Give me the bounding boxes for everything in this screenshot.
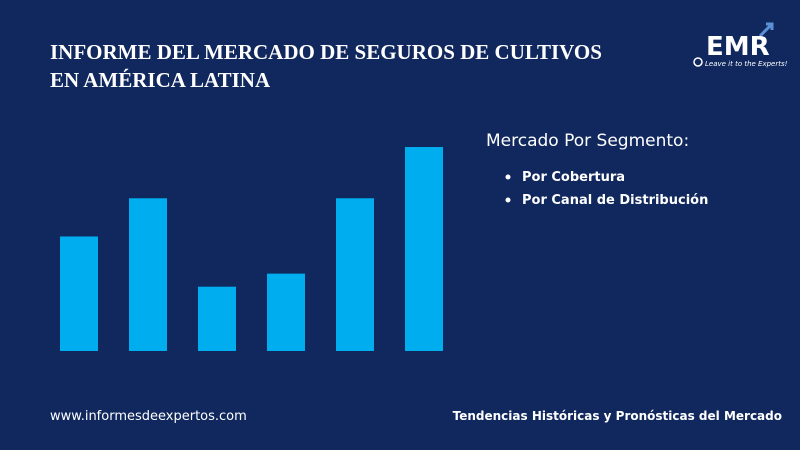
segment-heading: Mercado Por Segmento: — [486, 131, 689, 151]
website: www.informesdeexpertos.com — [50, 409, 247, 424]
bar — [336, 198, 374, 351]
bar — [405, 147, 443, 351]
bar — [60, 236, 98, 351]
logo-arrow — [758, 22, 774, 38]
logo: EMR Leave it to the Experts! — [693, 22, 788, 68]
footer-tagline: Tendencias Históricas y Pronósticas del … — [453, 409, 782, 423]
title-line: EN AMÉRICA LATINA — [50, 68, 271, 92]
logo-text: EMR — [706, 32, 770, 62]
bar — [129, 198, 167, 351]
bullet — [505, 174, 511, 180]
bar — [267, 273, 305, 351]
segment-item: Por Canal de Distribución — [522, 193, 708, 208]
bar — [198, 286, 236, 351]
title-line: INFORME DEL MERCADO DE SEGUROS DE CULTIV… — [50, 40, 602, 64]
logo-dot — [693, 57, 703, 67]
segment-item: Por Cobertura — [522, 170, 625, 185]
logo-tagline: Leave it to the Experts! — [705, 60, 788, 68]
bullet — [505, 197, 511, 203]
